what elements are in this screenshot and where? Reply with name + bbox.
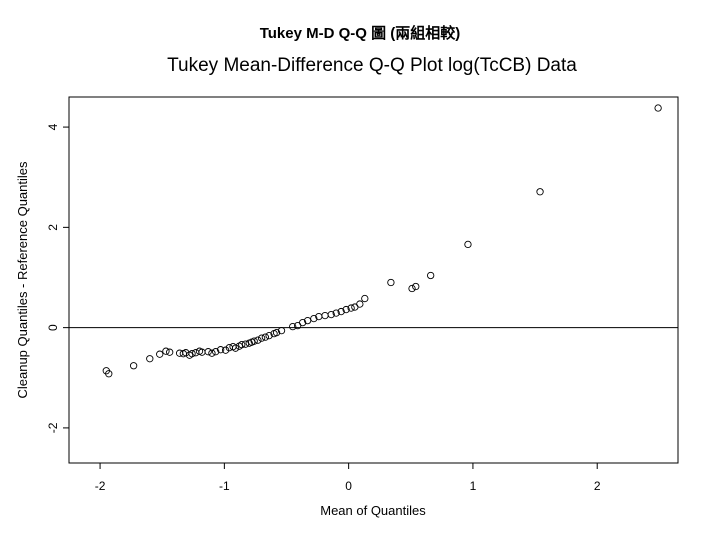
data-point	[536, 188, 544, 196]
y-tick-label: 0	[46, 324, 60, 331]
data-point	[129, 362, 138, 370]
data-point	[277, 326, 286, 335]
chart-title: Tukey Mean-Difference Q-Q Plot log(TcCB)…	[167, 55, 577, 76]
data-point	[347, 304, 355, 312]
data-points	[102, 104, 662, 378]
plot-frame	[68, 96, 679, 464]
data-point	[464, 240, 472, 249]
data-point	[356, 300, 364, 308]
x-axis-title: Mean of Quantiles	[320, 503, 426, 518]
x-tick-label: 0	[345, 479, 352, 493]
x-tick-label: -2	[95, 479, 106, 493]
data-point	[342, 305, 350, 314]
data-point	[221, 346, 230, 354]
data-point	[321, 311, 329, 320]
data-point	[250, 337, 258, 345]
y-tick-label: -2	[46, 422, 60, 433]
data-point	[310, 314, 318, 323]
data-point	[327, 310, 335, 319]
data-point	[231, 344, 240, 352]
data-point	[204, 348, 212, 356]
data-point	[216, 346, 225, 354]
data-point	[162, 347, 170, 355]
y-tick-label: 2	[46, 224, 60, 231]
x-tick-label: -1	[219, 479, 230, 493]
x-tick-label: 2	[594, 479, 601, 493]
data-point	[156, 350, 164, 358]
data-point	[654, 104, 662, 112]
data-point	[166, 348, 174, 356]
x-tick-label: 1	[470, 479, 477, 493]
data-point	[337, 307, 345, 316]
data-point	[299, 318, 307, 327]
data-point	[146, 355, 154, 363]
data-point	[289, 322, 297, 331]
data-point	[427, 271, 435, 280]
data-point	[257, 334, 266, 342]
data-point	[361, 294, 369, 303]
data-point	[254, 336, 262, 344]
data-point	[412, 282, 420, 291]
data-point	[208, 349, 216, 357]
data-point	[238, 341, 246, 349]
data-point	[105, 370, 113, 378]
data-point	[272, 328, 281, 337]
page-title: Tukey M-D Q-Q 圖 (兩組相較)	[259, 25, 461, 42]
data-point	[332, 309, 340, 317]
data-point	[261, 333, 270, 341]
y-axis: -2 0 2 4	[46, 123, 69, 433]
data-point	[192, 349, 200, 357]
data-point	[265, 332, 273, 340]
y-axis-title: Cleanup Quantiles - Reference Quantiles	[15, 161, 30, 399]
y-tick-label: 4	[46, 123, 60, 130]
data-point	[212, 348, 220, 356]
data-point	[408, 284, 416, 293]
x-axis: -2 -1 0 1 2	[95, 463, 601, 493]
data-point	[387, 278, 395, 287]
data-point	[188, 350, 196, 358]
